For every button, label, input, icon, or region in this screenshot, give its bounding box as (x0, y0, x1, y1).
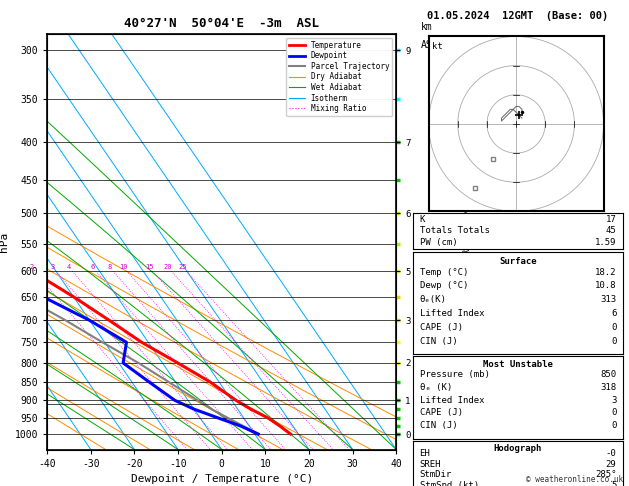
Text: Hodograph: Hodograph (494, 444, 542, 453)
Text: 1.59: 1.59 (595, 238, 616, 246)
Text: StmDir: StmDir (420, 470, 452, 479)
Text: CAPE (J): CAPE (J) (420, 323, 462, 332)
Text: Pressure (mb): Pressure (mb) (420, 370, 489, 379)
Text: 0: 0 (611, 336, 616, 346)
Text: 10: 10 (120, 264, 128, 271)
Text: 5: 5 (611, 481, 616, 486)
Text: 40°27'N  50°04'E  -3m  ASL: 40°27'N 50°04'E -3m ASL (124, 17, 320, 30)
Text: Totals Totals: Totals Totals (420, 226, 489, 235)
Text: 4: 4 (67, 264, 71, 271)
Text: 6: 6 (91, 264, 94, 271)
Text: 2: 2 (29, 264, 33, 271)
Text: EH: EH (420, 449, 430, 458)
Text: CIN (J): CIN (J) (420, 421, 457, 430)
Text: 0: 0 (611, 323, 616, 332)
Text: Most Unstable: Most Unstable (483, 361, 553, 369)
Text: 6: 6 (611, 309, 616, 318)
X-axis label: Dewpoint / Temperature (°C): Dewpoint / Temperature (°C) (131, 474, 313, 484)
Text: CAPE (J): CAPE (J) (420, 408, 462, 417)
Text: 25: 25 (179, 264, 187, 271)
Text: StmSpd (kt): StmSpd (kt) (420, 481, 479, 486)
Text: θₑ (K): θₑ (K) (420, 382, 452, 392)
Text: km: km (421, 22, 433, 32)
Text: 285°: 285° (595, 470, 616, 479)
Text: © weatheronline.co.uk: © weatheronline.co.uk (526, 474, 623, 484)
Text: 29: 29 (606, 460, 616, 469)
Text: Surface: Surface (499, 257, 537, 266)
Text: 10.8: 10.8 (595, 281, 616, 291)
Text: 8: 8 (108, 264, 112, 271)
Text: 318: 318 (600, 382, 616, 392)
Text: kt: kt (432, 42, 443, 51)
Text: 15: 15 (145, 264, 153, 271)
Text: 3: 3 (611, 396, 616, 404)
Text: SREH: SREH (420, 460, 441, 469)
Text: PW (cm): PW (cm) (420, 238, 457, 246)
Text: 0: 0 (611, 421, 616, 430)
Text: CIN (J): CIN (J) (420, 336, 457, 346)
Text: 313: 313 (600, 295, 616, 304)
Text: Lifted Index: Lifted Index (420, 396, 484, 404)
Text: Mixing Ratio (g/kg): Mixing Ratio (g/kg) (462, 194, 472, 289)
Text: 18.2: 18.2 (595, 268, 616, 277)
Text: θₑ(K): θₑ(K) (420, 295, 447, 304)
Text: 20: 20 (164, 264, 172, 271)
Text: K: K (420, 215, 425, 224)
Text: 1LCL: 1LCL (442, 399, 462, 408)
Text: ASL: ASL (421, 40, 438, 50)
Y-axis label: hPa: hPa (0, 232, 9, 252)
Text: 01.05.2024  12GMT  (Base: 00): 01.05.2024 12GMT (Base: 00) (427, 11, 608, 21)
Text: Lifted Index: Lifted Index (420, 309, 484, 318)
Text: 0: 0 (611, 408, 616, 417)
Legend: Temperature, Dewpoint, Parcel Trajectory, Dry Adiabat, Wet Adiabat, Isotherm, Mi: Temperature, Dewpoint, Parcel Trajectory… (286, 38, 392, 116)
Text: 45: 45 (606, 226, 616, 235)
Text: 850: 850 (600, 370, 616, 379)
Text: 3: 3 (51, 264, 55, 271)
Text: Dewp (°C): Dewp (°C) (420, 281, 468, 291)
Text: Temp (°C): Temp (°C) (420, 268, 468, 277)
Text: -0: -0 (606, 449, 616, 458)
Text: 17: 17 (606, 215, 616, 224)
